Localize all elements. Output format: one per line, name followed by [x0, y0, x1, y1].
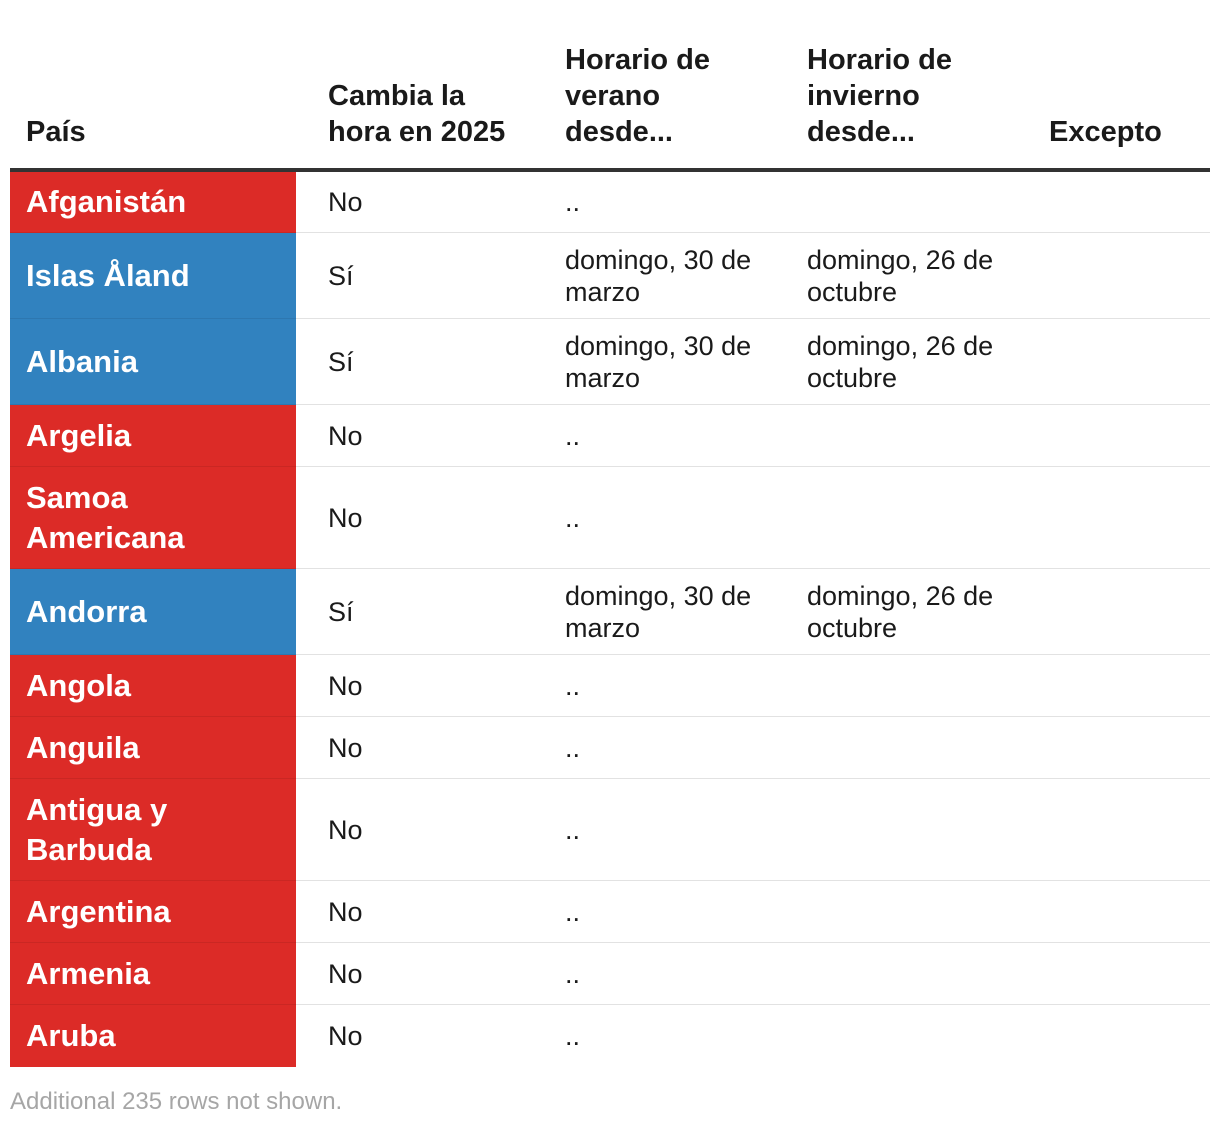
country-cell: Argentina	[10, 880, 296, 943]
except-cell	[1017, 654, 1210, 717]
summer-cell: ..	[533, 404, 775, 467]
table-row: Aruba No ..	[10, 1004, 1210, 1067]
winter-cell: domingo, 26 de octubre	[775, 318, 1017, 405]
country-cell: Islas Åland	[10, 232, 296, 319]
changes-cell: No	[296, 466, 533, 569]
except-cell	[1017, 170, 1210, 233]
dst-table-container: País Cambia la hora en 2025 Horario de v…	[10, 0, 1210, 1067]
summer-cell: ..	[533, 654, 775, 717]
table-row: Andorra Sí domingo, 30 de marzo domingo,…	[10, 568, 1210, 655]
except-cell	[1017, 942, 1210, 1005]
table-row: Antigua y Barbuda No ..	[10, 778, 1210, 881]
winter-cell: domingo, 26 de octubre	[775, 232, 1017, 319]
header-row: País Cambia la hora en 2025 Horario de v…	[10, 0, 1210, 172]
winter-cell	[775, 942, 1017, 1005]
header-country[interactable]: País	[10, 0, 296, 172]
winter-cell	[775, 880, 1017, 943]
except-cell	[1017, 1005, 1210, 1067]
summer-cell: ..	[565, 1020, 581, 1051]
winter-cell	[775, 716, 1017, 779]
summer-cell: ..	[533, 942, 775, 1005]
summer-cell: domingo, 30 de marzo	[533, 232, 775, 319]
except-cell	[1017, 880, 1210, 943]
except-cell	[1017, 232, 1210, 319]
winter-cell	[775, 170, 1017, 233]
country-cell: Aruba	[10, 1004, 296, 1067]
summer-cell: domingo, 30 de marzo	[533, 318, 775, 405]
except-cell	[1017, 778, 1210, 881]
summer-cell: ..	[533, 778, 775, 881]
winter-cell	[775, 1005, 1017, 1067]
winter-cell	[775, 654, 1017, 717]
except-cell	[1017, 716, 1210, 779]
table-row: Anguila No ..	[10, 716, 1210, 779]
table-row: Albania Sí domingo, 30 de marzo domingo,…	[10, 318, 1210, 405]
changes-cell: No	[296, 942, 533, 1005]
changes-cell: No	[296, 716, 533, 779]
summer-cell: ..	[533, 466, 775, 569]
table-row: Argelia No ..	[10, 404, 1210, 467]
table-row: Samoa Americana No ..	[10, 466, 1210, 569]
header-changes[interactable]: Cambia la hora en 2025	[296, 0, 533, 172]
header-except[interactable]: Excepto	[1017, 0, 1210, 172]
winter-cell	[775, 466, 1017, 569]
table-row: Afganistán No ..	[10, 170, 1210, 233]
changes-cell: No	[328, 1020, 363, 1051]
header-summer[interactable]: Horario de verano desde...	[533, 0, 775, 172]
country-cell: Afganistán	[10, 170, 296, 233]
summer-cell: ..	[533, 170, 775, 233]
summer-cell: ..	[533, 880, 775, 943]
table-header: País Cambia la hora en 2025 Horario de v…	[10, 0, 1210, 172]
country-cell: Angola	[10, 654, 296, 717]
changes-cell: Sí	[296, 318, 533, 405]
except-cell	[1017, 568, 1210, 655]
table-row: Argentina No ..	[10, 880, 1210, 943]
changes-cell: No	[296, 654, 533, 717]
country-cell: Armenia	[10, 942, 296, 1005]
table-row: Islas Åland Sí domingo, 30 de marzo domi…	[10, 232, 1210, 319]
table-row: Angola No ..	[10, 654, 1210, 717]
changes-cell: No	[296, 778, 533, 881]
table-body: Afganistán No .. Islas Åland Sí domingo,…	[10, 170, 1210, 1067]
dst-table: País Cambia la hora en 2025 Horario de v…	[10, 0, 1210, 1067]
changes-cell: No	[296, 404, 533, 467]
country-cell: Andorra	[10, 568, 296, 655]
table-row: Armenia No ..	[10, 942, 1210, 1005]
summer-cell: ..	[533, 716, 775, 779]
country-cell: Antigua y Barbuda	[10, 778, 296, 881]
winter-cell	[775, 778, 1017, 881]
footnote-rows-not-shown: Additional 235 rows not shown.	[10, 1088, 343, 1115]
except-cell	[1017, 318, 1210, 405]
changes-cell: Sí	[296, 568, 533, 655]
changes-cell: Sí	[296, 232, 533, 319]
winter-cell: domingo, 26 de octubre	[775, 568, 1017, 655]
country-cell: Samoa Americana	[10, 466, 296, 569]
changes-cell: No	[296, 880, 533, 943]
changes-cell: No	[296, 170, 533, 233]
winter-cell	[775, 404, 1017, 467]
except-cell	[1017, 466, 1210, 569]
country-cell: Argelia	[10, 404, 296, 467]
country-cell: Anguila	[10, 716, 296, 779]
summer-cell: domingo, 30 de marzo	[533, 568, 775, 655]
header-winter[interactable]: Horario de invierno desde...	[775, 0, 1017, 172]
except-cell	[1017, 404, 1210, 467]
country-cell: Albania	[10, 318, 296, 405]
